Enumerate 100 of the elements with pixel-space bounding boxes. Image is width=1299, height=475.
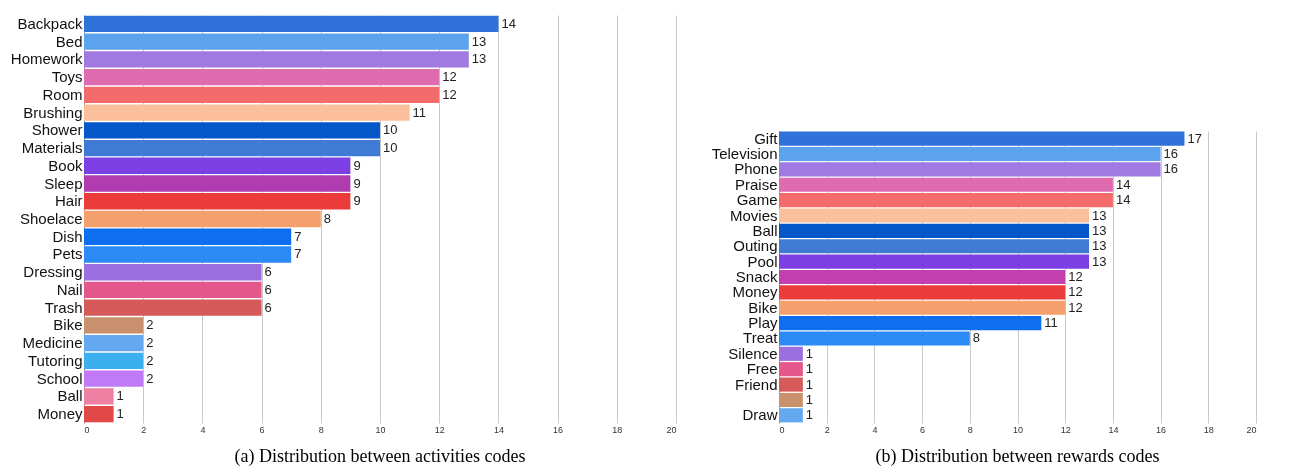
bar: [779, 316, 1042, 331]
y-tick-label: Dressing: [23, 263, 83, 281]
data-label: 2: [146, 335, 154, 351]
data-label: 12: [1068, 269, 1083, 284]
y-tick-label: Movies: [729, 206, 778, 224]
data-label: 13: [1092, 253, 1107, 269]
y-tick-label: Silence: [728, 344, 778, 362]
x-tick-label: 16: [553, 424, 564, 435]
x-tick-label: 14: [493, 424, 504, 435]
bar: [84, 405, 114, 423]
y-tick-label: Snack: [735, 268, 778, 285]
x-tick-label: 20: [1246, 424, 1257, 435]
y-tick-label: Bed: [55, 32, 83, 50]
bar: [779, 346, 803, 361]
x-tick-label: 18: [1203, 424, 1214, 435]
bar: [779, 146, 1161, 162]
data-label: 8: [972, 330, 981, 346]
data-label: 13: [471, 51, 487, 67]
y-tick-label: Book: [48, 156, 83, 174]
bar: [779, 362, 803, 377]
bar: [84, 317, 144, 334]
data-label: 14: [1115, 192, 1131, 208]
x-tick-label: 2: [824, 424, 830, 435]
bar: [84, 15, 499, 33]
data-label: 9: [353, 157, 361, 173]
data-label: 14: [501, 15, 516, 31]
y-tick-label: Hair: [54, 192, 83, 210]
y-tick-label: Praise: [734, 175, 778, 193]
y-tick-label: Pets: [52, 245, 83, 263]
data-label: 1: [805, 361, 814, 377]
data-label: 1: [116, 388, 124, 404]
bar: [84, 86, 440, 103]
data-label: 1: [116, 406, 124, 422]
y-tick-label: Draw: [742, 406, 778, 424]
bar: [84, 122, 380, 139]
y-tick-label: Television: [711, 145, 778, 163]
y-tick-label: Trash: [44, 298, 83, 316]
data-label: 6: [264, 299, 272, 315]
data-label: 2: [146, 370, 154, 386]
x-tick-label: 10: [375, 424, 386, 435]
y-tick-label: Tutoring: [28, 351, 83, 369]
y-tick-label: School: [36, 369, 83, 387]
y-tick-label: Play: [748, 314, 778, 332]
data-label: 11: [412, 104, 427, 120]
bar: [779, 285, 1066, 300]
y-tick-label: Free: [746, 360, 778, 378]
data-label: 1: [805, 407, 814, 423]
y-tick-label: Homework: [10, 50, 83, 68]
data-label: 6: [264, 264, 272, 280]
bar: [84, 299, 262, 316]
data-label: 9: [353, 175, 361, 191]
x-tick-label: 6: [259, 424, 265, 435]
bar: [84, 33, 469, 50]
x-tick-label: 16: [1156, 424, 1167, 435]
bar: [779, 239, 1090, 254]
x-tick-label: 20: [666, 424, 677, 435]
bar: [84, 246, 292, 263]
data-label: 13: [471, 33, 487, 49]
y-tick-label: Room: [42, 85, 83, 103]
y-tick-label: Shoelace: [19, 210, 83, 227]
bar: [779, 300, 1066, 315]
bar: [779, 162, 1161, 177]
bar: [84, 139, 380, 157]
y-tick-label: Game: [736, 191, 778, 209]
bar: [779, 193, 1113, 208]
text: (b) Distribution between rewards codes: [875, 446, 1160, 467]
y-tick-label: Materials: [21, 139, 83, 157]
bar: [779, 392, 803, 408]
data-label: 13: [1092, 207, 1107, 223]
y-tick-label: Ball: [57, 387, 83, 405]
bar: [84, 68, 440, 86]
bar: [84, 281, 262, 299]
y-tick-label: Toys: [51, 68, 83, 86]
data-label: 11: [1044, 315, 1058, 331]
bar: [84, 193, 351, 210]
y-tick-label: Shower: [31, 121, 83, 139]
x-tick-label: 2: [141, 424, 147, 435]
data-label: 9: [353, 193, 361, 209]
data-label: 2: [146, 317, 154, 333]
bar: [84, 157, 351, 174]
data-label: 10: [383, 122, 398, 138]
bar: [84, 210, 321, 228]
data-label: 1: [805, 376, 814, 392]
y-tick-label: Outing: [733, 237, 778, 255]
y-tick-label: Ball: [752, 221, 778, 239]
x-tick-label: 14: [1108, 424, 1119, 435]
x-tick-label: 12: [434, 424, 445, 435]
bar: [84, 228, 292, 245]
y-tick-label: Nail: [56, 280, 83, 298]
x-tick-label: 8: [967, 424, 973, 435]
bar: [84, 388, 114, 405]
data-label: 17: [1187, 130, 1202, 146]
x-tick-label: 18: [612, 424, 623, 435]
x-tick-label: 8: [318, 424, 324, 435]
x-tick-label: 12: [1060, 424, 1071, 435]
bar: [84, 352, 144, 370]
y-tick-label: Money: [37, 405, 83, 423]
bar: [779, 223, 1090, 238]
data-label: 1: [805, 345, 814, 361]
y-tick-label: Sleep: [44, 174, 83, 192]
